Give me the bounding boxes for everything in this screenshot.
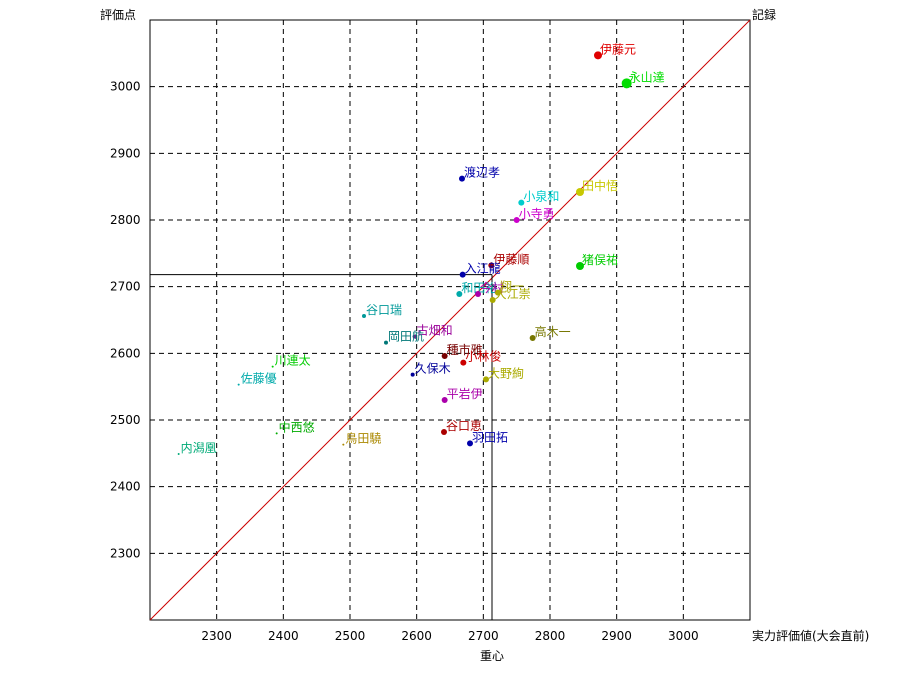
data-point bbox=[488, 262, 495, 269]
center-crosshair bbox=[150, 274, 493, 620]
data-point-label: 和田裕 bbox=[461, 280, 497, 295]
x-tick-label: 2800 bbox=[535, 629, 566, 643]
y-tick-label: 2300 bbox=[110, 546, 141, 560]
data-point-label: 谷口恵 bbox=[446, 419, 482, 433]
data-point bbox=[177, 453, 180, 455]
data-point bbox=[475, 291, 481, 297]
data-point bbox=[456, 291, 463, 297]
data-point-label: 翔一 bbox=[500, 280, 524, 294]
x-tick-label: 2600 bbox=[401, 629, 432, 643]
data-point-label: 平岩伊 bbox=[447, 386, 483, 401]
data-point-label: 渡辺孝 bbox=[464, 165, 500, 180]
y-axis-title: 評価点 bbox=[100, 7, 136, 22]
grid-lines bbox=[150, 20, 750, 620]
data-point-label: 谷口瑞 bbox=[366, 303, 402, 317]
data-point bbox=[483, 376, 489, 383]
x-axis-right-title: 実力評価値(大会直前) bbox=[752, 628, 869, 643]
y-axis-right-title: 記録 bbox=[752, 7, 776, 22]
tick-labels: 2300 2400 2500 2600 2700 2800 2900 3000 2300 2400… bbox=[110, 80, 699, 643]
data-point bbox=[410, 372, 415, 377]
data-point bbox=[529, 335, 536, 341]
data-point-label: 羽田拓 bbox=[472, 430, 508, 444]
data-point bbox=[576, 262, 584, 270]
data-point-label: 伊藤順 bbox=[493, 252, 529, 266]
data-point bbox=[460, 359, 467, 366]
data-point-label: 高木一 bbox=[535, 324, 571, 339]
data-point bbox=[384, 340, 388, 345]
y-tick-label: 2700 bbox=[110, 280, 141, 294]
data-point-label: 大江崇 bbox=[495, 287, 531, 301]
y-tick-label: 2900 bbox=[110, 146, 141, 160]
data-point bbox=[467, 440, 473, 447]
data-point bbox=[576, 188, 584, 196]
data-point bbox=[489, 297, 496, 303]
data-point bbox=[518, 199, 525, 206]
data-point bbox=[594, 51, 602, 60]
data-point-label: 永山達 bbox=[629, 70, 665, 84]
data-point-label: 小寺勇 bbox=[519, 207, 555, 221]
y-tick-label: 3000 bbox=[110, 80, 141, 94]
data-point-label: 岡田航 bbox=[388, 329, 424, 344]
data-point-label: 鳥田驍 bbox=[345, 431, 381, 446]
y-tick-label: 2600 bbox=[110, 346, 141, 360]
data-point bbox=[513, 217, 520, 223]
data-point-label: 田中悟 bbox=[582, 178, 618, 193]
x-tick-label: 2500 bbox=[335, 629, 366, 643]
data-point-label: 川連太 bbox=[275, 353, 311, 368]
data-point-label: 猪俣祐 bbox=[582, 253, 618, 267]
data-point bbox=[495, 289, 501, 296]
data-point bbox=[441, 397, 448, 403]
data-point-label: 種市雅 bbox=[447, 342, 483, 357]
data-point-label: 伊藤元 bbox=[600, 42, 636, 56]
data-point bbox=[271, 365, 274, 368]
data-point bbox=[621, 78, 632, 89]
data-point bbox=[275, 432, 278, 435]
x-tick-label: 2900 bbox=[601, 629, 632, 643]
data-point bbox=[441, 353, 448, 359]
diagonal-reference-line bbox=[149, 19, 751, 621]
data-point bbox=[362, 314, 366, 318]
data-point bbox=[412, 334, 417, 339]
data-point bbox=[237, 383, 240, 386]
data-point-label: 大野絢 bbox=[488, 365, 524, 380]
data-point bbox=[459, 175, 465, 182]
y-tick-label: 2400 bbox=[110, 480, 141, 494]
x-tick-label: 2300 bbox=[201, 629, 232, 643]
x-axis-title: 重心 bbox=[480, 649, 504, 663]
data-point bbox=[441, 429, 447, 435]
data-point-label: 小林俊 bbox=[465, 349, 501, 364]
data-point-label: 佐藤優 bbox=[241, 372, 277, 386]
data-point-label: 内潟凰 bbox=[181, 441, 217, 455]
y-tick-label: 2800 bbox=[110, 213, 141, 227]
data-point bbox=[459, 271, 466, 278]
data-point-label: 古畑和 bbox=[417, 323, 453, 338]
y-tick-label: 2500 bbox=[110, 413, 141, 427]
data-point-label: 久保木 bbox=[415, 362, 451, 376]
data-point-label: 小泉和 bbox=[523, 190, 559, 204]
data-point bbox=[342, 443, 345, 446]
x-tick-label: 2400 bbox=[268, 629, 299, 643]
x-tick-label: 2700 bbox=[468, 629, 499, 643]
x-tick-label: 3000 bbox=[668, 629, 699, 643]
data-point-label: 入江龍 bbox=[465, 261, 501, 276]
data-point-label: 中西悠 bbox=[279, 419, 315, 434]
